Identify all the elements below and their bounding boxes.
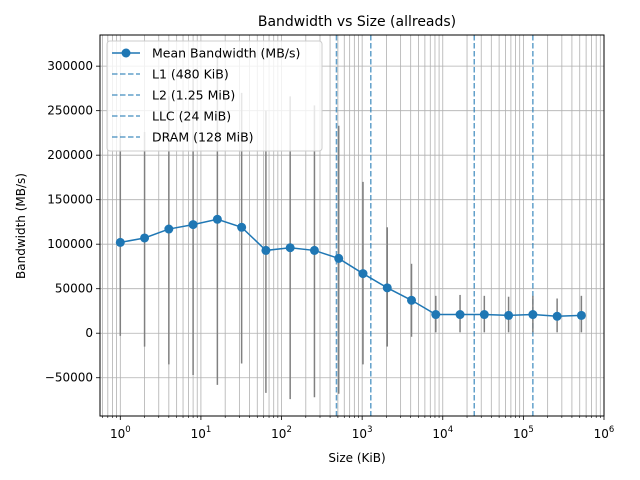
y-axis-ticks: −50000 0 50000 100000 150000 200000 250000 3000… — [45, 59, 100, 385]
x-tick-label: 100 — [110, 425, 131, 441]
x-tick-exponent: 3 — [367, 425, 372, 435]
data-point — [237, 222, 247, 232]
data-point — [552, 311, 562, 321]
x-tick-exponent: 1 — [206, 425, 211, 435]
x-tick-base: 10 — [352, 427, 367, 441]
x-tick-label: 102 — [271, 425, 292, 441]
y-tick-label: 50000 — [55, 282, 93, 296]
x-tick-exponent: 5 — [528, 425, 533, 435]
y-tick-label: 100000 — [47, 237, 93, 251]
x-tick-exponent: 2 — [286, 425, 291, 435]
x-tick-base: 10 — [110, 427, 125, 441]
y-tick-label: 0 — [85, 326, 93, 340]
x-tick-exponent: 0 — [125, 425, 130, 435]
legend-label: L2 (1.25 MiB) — [152, 88, 235, 103]
y-axis-label: Bandwidth (MB/s) — [14, 173, 28, 279]
reference-lines — [335, 35, 534, 416]
data-point — [261, 245, 271, 255]
x-tick-label: 101 — [191, 425, 212, 441]
data-point — [431, 310, 441, 320]
x-tick-label: 105 — [513, 425, 534, 441]
data-point — [285, 243, 295, 253]
x-tick-label: 103 — [352, 425, 373, 441]
legend-items: Mean Bandwidth (MB/s) L1 (480 KiB) L2 (1.2… — [112, 46, 300, 145]
plot-frame — [99, 34, 605, 417]
data-point — [576, 310, 586, 320]
data-point — [358, 269, 368, 279]
y-tick-label: 150000 — [47, 193, 93, 207]
y-tick-label: −50000 — [45, 371, 93, 385]
x-tick-label: 104 — [432, 425, 453, 441]
y-tick-label: 300000 — [47, 59, 93, 73]
x-tick-label: 106 — [594, 425, 615, 441]
data-point — [455, 310, 465, 320]
data-point — [528, 310, 538, 320]
legend-box — [106, 40, 323, 152]
legend-marker-circle — [121, 48, 131, 58]
x-tick-base: 10 — [513, 427, 528, 441]
data-point — [334, 253, 344, 263]
x-tick-exponent: 6 — [609, 425, 614, 435]
legend: Mean Bandwidth (MB/s) L1 (480 KiB) L2 (1.2… — [106, 40, 323, 152]
chart-title: Bandwidth vs Size (allreads) — [258, 14, 456, 30]
x-tick-base: 10 — [271, 427, 286, 441]
legend-label: DRAM (128 MiB) — [152, 130, 254, 145]
x-tick-base: 10 — [594, 427, 609, 441]
x-tick-base: 10 — [432, 427, 447, 441]
x-tick-base: 10 — [191, 427, 206, 441]
data-point — [309, 245, 319, 255]
data-point — [407, 295, 417, 305]
data-point — [188, 220, 198, 230]
legend-label: Mean Bandwidth (MB/s) — [152, 46, 300, 61]
data-point — [140, 233, 150, 243]
y-tick-label: 200000 — [47, 148, 93, 162]
data-point — [164, 224, 174, 234]
x-tick-exponent: 4 — [448, 425, 453, 435]
series-mean-bandwidth — [115, 214, 586, 321]
data-point — [382, 283, 392, 293]
x-axis-ticks: 100 101 102 103 104 105 106 — [102, 416, 614, 441]
data-point — [504, 310, 514, 320]
x-axis-label: Size (KiB) — [328, 451, 385, 465]
legend-label: LLC (24 MiB) — [152, 109, 231, 124]
legend-label: L1 (480 KiB) — [152, 67, 229, 82]
data-point — [479, 310, 489, 320]
data-point — [115, 237, 125, 247]
data-point — [212, 214, 222, 224]
y-tick-label: 250000 — [47, 104, 93, 118]
